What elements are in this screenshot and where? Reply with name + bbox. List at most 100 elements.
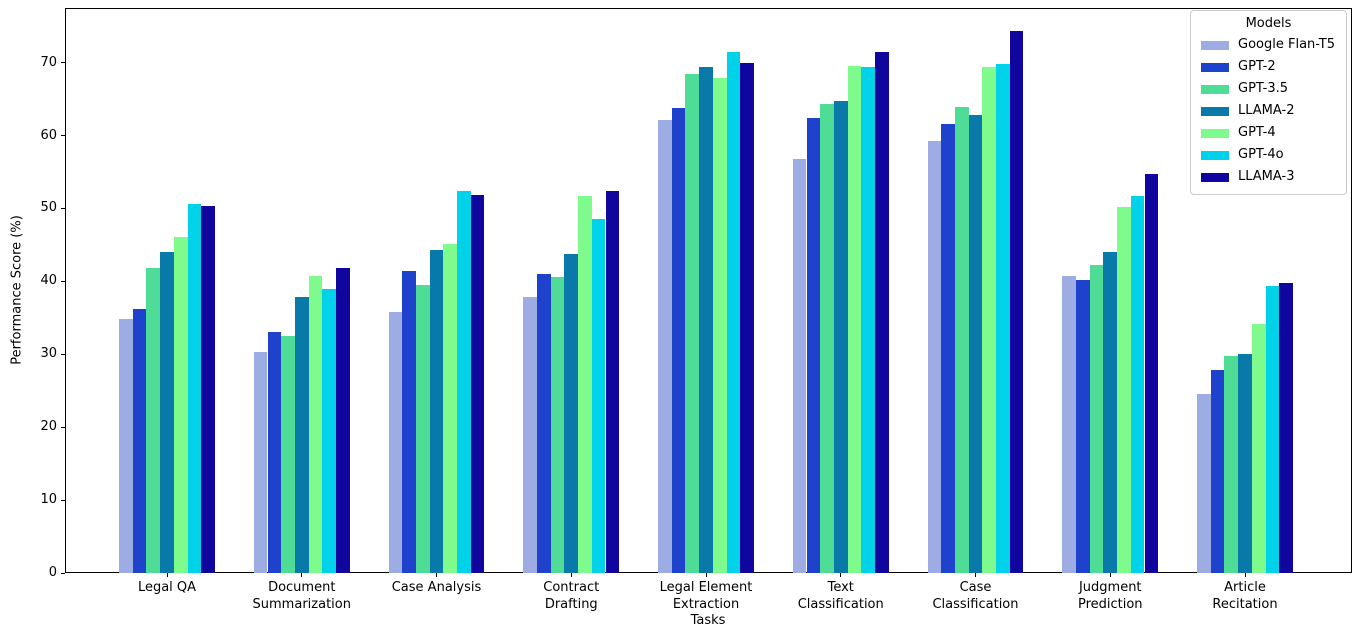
bar xyxy=(253,352,268,573)
bar xyxy=(523,296,537,573)
x-tick-mark xyxy=(301,573,303,577)
x-tick-label: Document Summarization xyxy=(252,580,351,612)
bar xyxy=(833,100,848,573)
bar xyxy=(685,73,700,573)
bar xyxy=(671,107,686,573)
x-tick-mark xyxy=(436,573,437,577)
legend-label: GPT-3.5 xyxy=(1238,81,1289,96)
bar xyxy=(1224,356,1239,573)
y-tick-label: 20 xyxy=(40,419,57,435)
legend-swatch-icon xyxy=(1201,150,1229,160)
bar xyxy=(537,274,551,573)
x-tick-label: Legal QA xyxy=(137,580,197,595)
bar xyxy=(308,275,323,573)
y-tick-mark xyxy=(61,207,65,209)
y-tick-label: 0 xyxy=(48,565,57,580)
bar xyxy=(982,67,997,573)
bar xyxy=(267,331,282,573)
x-tick-mark xyxy=(975,573,976,577)
bar xyxy=(726,51,741,573)
x-tick-mark xyxy=(570,573,572,577)
x-tick-label: Legal Element Extraction xyxy=(659,580,753,612)
y-tick-mark xyxy=(61,499,65,501)
y-tick-label: 60 xyxy=(40,127,57,143)
bar xyxy=(294,297,309,573)
bar xyxy=(806,118,821,573)
legend-item: LLAMA-3 xyxy=(1191,166,1346,188)
legend-items: Google Flan-T5 GPT-2 GPT-3.5 LLAMA-2 GPT-4 GP… xyxy=(1191,34,1346,188)
bar xyxy=(927,140,942,573)
bar xyxy=(187,204,202,573)
bar xyxy=(402,271,416,573)
bar xyxy=(1117,207,1131,573)
x-tick-label: Article Recitation xyxy=(1212,580,1278,612)
bar xyxy=(388,312,403,573)
bar xyxy=(1089,265,1104,573)
bar xyxy=(968,115,983,573)
legend-swatch-icon xyxy=(1201,106,1229,116)
bar xyxy=(457,190,471,573)
legend-item: GPT-3.5 xyxy=(1191,78,1346,100)
bar xyxy=(591,219,606,573)
legend-label: GPT-4o xyxy=(1238,147,1284,162)
bar xyxy=(875,51,889,573)
bar xyxy=(861,67,875,573)
x-tick-label: Text Classification xyxy=(797,580,884,612)
bar xyxy=(1130,196,1145,573)
bar xyxy=(564,253,579,573)
x-tick-mark xyxy=(166,573,168,577)
bar xyxy=(658,120,672,573)
legend-swatch-icon xyxy=(1201,172,1229,182)
bar xyxy=(119,319,133,573)
bar xyxy=(1009,31,1024,573)
bar xyxy=(820,104,834,573)
legend-swatch-icon xyxy=(1201,40,1229,50)
legend-item: GPT-4 xyxy=(1191,122,1346,144)
bar xyxy=(415,285,430,573)
bar xyxy=(699,67,713,573)
bar xyxy=(336,267,350,573)
bar xyxy=(996,64,1010,573)
bar xyxy=(712,77,727,573)
y-tick-mark xyxy=(61,572,65,574)
bar xyxy=(1062,276,1076,573)
bar xyxy=(1076,279,1090,573)
legend-label: LLAMA-3 xyxy=(1238,169,1295,184)
bar xyxy=(132,309,147,573)
bar xyxy=(1103,252,1118,573)
y-tick-mark xyxy=(61,353,65,355)
bar xyxy=(429,250,444,573)
legend-item: GPT-2 xyxy=(1191,56,1346,78)
y-tick-mark xyxy=(61,426,65,428)
bar xyxy=(201,206,215,573)
legend-item: GPT-4o xyxy=(1191,144,1346,166)
bar xyxy=(941,123,955,573)
bar xyxy=(1210,369,1225,573)
bar xyxy=(578,196,592,573)
y-tick-label: 30 xyxy=(40,346,57,362)
legend-box: Models Google Flan-T5 GPT-2 GPT-3.5 LLAMA-2… xyxy=(1190,10,1347,195)
bar xyxy=(550,277,565,573)
legend-item: Google Flan-T5 xyxy=(1191,34,1346,56)
legend-label: LLAMA-2 xyxy=(1238,103,1295,118)
y-tick-mark xyxy=(61,280,65,282)
bar xyxy=(954,107,969,573)
legend-label: GPT-2 xyxy=(1238,59,1276,74)
bar xyxy=(443,244,458,573)
y-tick-label: 70 xyxy=(40,54,57,70)
legend-label: GPT-4 xyxy=(1238,125,1276,140)
legend-label: Google Flan-T5 xyxy=(1238,37,1335,52)
x-axis-title: Tasks xyxy=(690,613,726,628)
bar xyxy=(1279,282,1293,573)
y-axis-title: Performance Score (%) xyxy=(9,215,25,365)
bar xyxy=(605,190,620,573)
legend-title: Models xyxy=(1245,16,1292,31)
bar xyxy=(160,252,174,573)
bar xyxy=(1144,174,1159,573)
bar xyxy=(146,267,161,573)
legend-swatch-icon xyxy=(1201,84,1229,94)
bar xyxy=(847,65,862,573)
bar xyxy=(1265,285,1280,573)
legend-item: LLAMA-2 xyxy=(1191,100,1346,122)
legend-swatch-icon xyxy=(1201,128,1229,138)
